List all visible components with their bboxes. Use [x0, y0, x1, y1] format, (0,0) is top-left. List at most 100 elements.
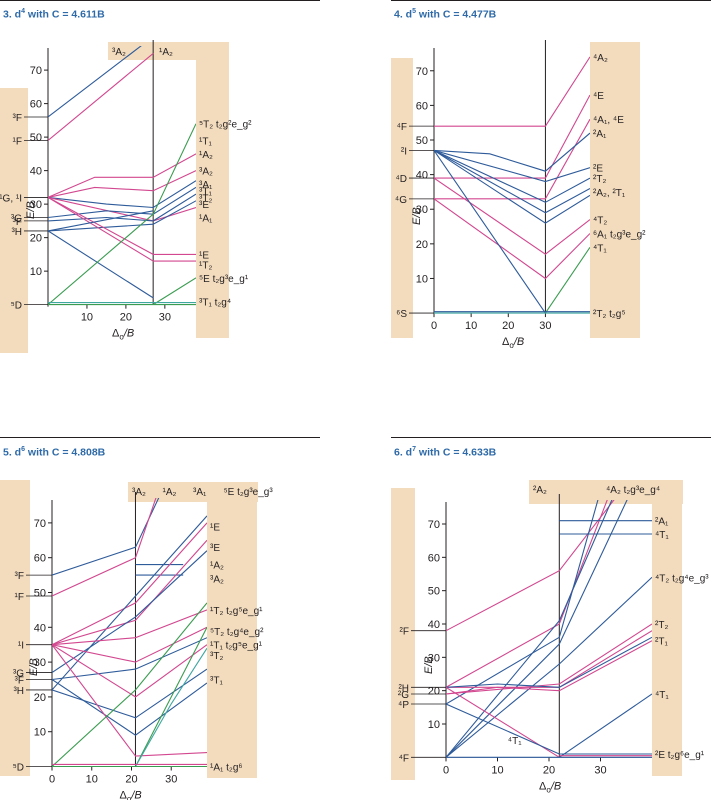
chart-title-suffix: with C = 4.477B	[416, 8, 497, 21]
x-axis-label: Δo/B	[539, 780, 561, 794]
left-term-label: ²F	[400, 627, 409, 638]
y-tick-label: 60	[416, 100, 428, 112]
left-term-label: ¹G, ¹I	[0, 193, 22, 204]
series-line-5	[52, 522, 207, 646]
left-term-label: ³F	[15, 676, 24, 687]
top-term-label: ¹A₂	[159, 47, 173, 58]
series-line-15	[52, 644, 207, 757]
series-line-10	[434, 198, 590, 280]
right-term-label: ²T₁	[655, 637, 668, 648]
y-tick-label: 40	[30, 166, 42, 178]
left-term-band	[391, 58, 413, 338]
right-term-label: ²E	[593, 164, 603, 175]
chart-title-suffix: with C = 4.808B	[25, 446, 106, 459]
left-term-label: ²G	[398, 690, 409, 701]
top-term-band	[529, 480, 683, 504]
right-term-label: ¹A₂	[210, 561, 224, 572]
top-term-label: ³A₁	[193, 487, 207, 498]
y-tick-label: 70	[30, 65, 42, 77]
series-line-3	[446, 500, 599, 705]
left-term-label: ³H	[11, 227, 22, 238]
series-line-8	[52, 550, 207, 673]
y-tick-label: 30	[428, 652, 440, 664]
series-line-11	[446, 640, 652, 695]
left-term-band	[0, 88, 28, 353]
left-term-label: ⁵D	[11, 301, 22, 312]
series-line-11	[434, 150, 546, 314]
right-term-label: ¹T₂ t₂g⁵e_g¹	[210, 606, 263, 617]
right-term-label: ³A₂	[199, 167, 213, 178]
top-term-label: ¹A₂	[163, 487, 177, 498]
y-axis-label: E/B	[411, 207, 423, 225]
y-tick-label: 30	[30, 199, 42, 211]
y-tick-label: 70	[416, 66, 428, 78]
chart-title-d4: 3. d4 with C = 4.611B	[3, 8, 105, 21]
right-term-band	[590, 42, 640, 338]
title-rule-d5	[391, 0, 711, 1]
y-tick-label: 40	[428, 619, 440, 631]
series-line-10	[48, 196, 196, 255]
top-term-band	[128, 482, 258, 502]
series-line-1	[52, 498, 160, 576]
left-term-label: ⁴D	[395, 174, 407, 185]
y-tick-label: 50	[30, 132, 42, 144]
right-term-band	[207, 482, 257, 778]
title-rule-d4	[0, 0, 320, 1]
x-tick-label: 30	[165, 774, 177, 786]
series-line-12	[48, 230, 154, 299]
series-line-8	[48, 193, 196, 222]
left-term-label: ⁴F	[399, 753, 409, 764]
series-line-6	[434, 149, 590, 203]
y-tick-label: 50	[34, 587, 46, 599]
series-line-13	[48, 210, 154, 232]
chart-title-suffix: with C = 4.633B	[416, 446, 497, 459]
chart-title-prefix: 4. d	[394, 8, 413, 21]
right-term-label: ⁵T₂ t₂g²e_g²	[199, 120, 252, 131]
right-term-label: ³A₂	[210, 575, 224, 586]
x-tick-label: 20	[502, 320, 514, 332]
series-line-8	[434, 149, 590, 224]
left-term-label: ¹I	[18, 641, 24, 652]
chart-title-suffix: with C = 4.611B	[25, 8, 105, 21]
series-line-7	[48, 186, 196, 219]
x-tick-label: 20	[125, 774, 137, 786]
x-axis-label: Δo/B	[112, 328, 134, 342]
chart-title-sup: 4	[21, 8, 25, 15]
series-line-17	[135, 627, 207, 767]
x-tick-label: 20	[120, 312, 132, 324]
left-term-label: ⁴G	[395, 195, 407, 206]
right-term-label: ³T₁ t₂g⁴	[199, 297, 231, 308]
x-tick-label: 10	[86, 774, 98, 786]
y-tick-label: 70	[34, 518, 46, 530]
y-tick-label: 20	[428, 686, 440, 698]
y-tick-label: 60	[30, 99, 42, 111]
y-tick-label: 10	[428, 719, 440, 731]
chart-title-sup: 6	[21, 446, 25, 453]
top-term-label: ⁵E t₂g³e_g³	[224, 487, 274, 498]
chart-title-prefix: 3. d	[3, 8, 22, 21]
right-term-band	[652, 480, 682, 776]
right-term-label: ³T₂	[210, 651, 223, 662]
right-term-label: ³E	[199, 200, 209, 211]
right-term-label: ²A₁	[593, 129, 607, 140]
y-tick-label: 50	[416, 135, 428, 147]
left-term-label: ³H	[13, 686, 24, 697]
right-term-label: ⁶A₁ t₂g³e_g²	[593, 229, 646, 240]
right-term-label: ³T₂	[199, 193, 212, 204]
series-line-3	[48, 153, 196, 198]
y-axis-label: E/B	[423, 656, 435, 674]
left-term-label: ⁴F	[397, 122, 407, 133]
left-term-label: ²I	[401, 146, 407, 157]
series-line-12	[544, 246, 590, 314]
y-tick-label: 40	[34, 622, 46, 634]
x-axis-label: Δo/B	[120, 790, 142, 800]
series-line-4	[434, 132, 590, 172]
title-rule-d6	[0, 437, 320, 438]
right-term-label: ⁵E t₂g³e_g¹	[199, 274, 249, 285]
series-line-14	[48, 123, 196, 306]
right-term-label: ²E t₂g⁶e_g¹	[655, 750, 705, 761]
chart-title-d5: 4. d5 with C = 4.477B	[394, 8, 496, 21]
series-line-16	[52, 602, 207, 767]
right-term-label: ²T₂ t₂g⁵	[593, 309, 625, 320]
